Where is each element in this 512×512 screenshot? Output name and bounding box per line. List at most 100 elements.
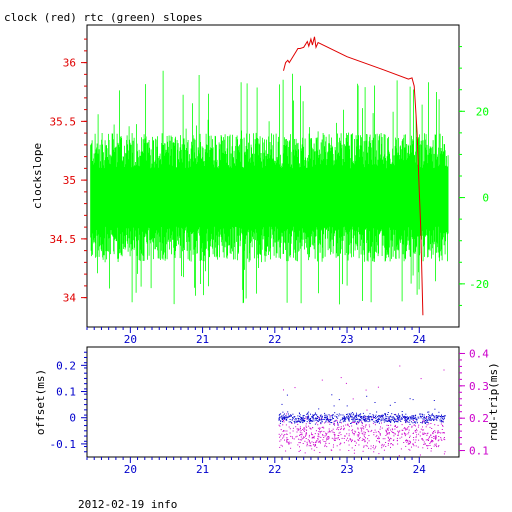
rnd-trip-point [434,443,436,445]
y2-tick-label: -20 [469,278,489,291]
offset-point [351,422,352,424]
rnd-trip-point [387,432,389,434]
rnd-trip-point [390,429,392,431]
rnd-trip-point [352,431,353,433]
offset-point [342,414,344,416]
offset-point [442,419,444,421]
rnd-trip-point [340,422,342,424]
rnd-trip-point [304,440,306,442]
rnd-trip-point [377,437,378,439]
offset-point [295,418,297,420]
offset-point [281,419,283,420]
rnd-trip-point [396,437,398,439]
rnd-trip-point [435,439,437,441]
rnd-trip-point [357,436,359,438]
offset-point [376,411,378,413]
rnd-trip-point [361,440,363,441]
offset-point [329,420,331,421]
rnd-trip-point [288,443,289,445]
rnd-trip-point [317,424,319,426]
offset-point [292,418,294,419]
offset-point [280,417,282,419]
offset-point [426,421,428,423]
x-tick-label: 20 [124,463,137,476]
offset-point [361,422,363,424]
offset-point [409,416,411,418]
rnd-trip-point [283,430,285,431]
offset-point [433,418,435,420]
x-tick-label: 21 [196,463,209,476]
rnd-trip-point [298,451,300,452]
offset-point [310,420,312,422]
rnd-trip-point [282,424,284,426]
rnd-trip-point [426,434,428,436]
rnd-trip-point [289,432,291,434]
rnd-trip-point [409,436,410,438]
offset-point [368,415,370,417]
offset-point [392,418,393,420]
offset-point [381,419,383,421]
offset-point [331,415,333,417]
rnd-trip-point [340,377,342,379]
rnd-trip-point [356,434,358,436]
offset-point [298,418,300,419]
rnd-trip-point [321,418,323,420]
offset-point [412,415,414,417]
rnd-trip-point [388,437,389,439]
offset-point [439,419,441,421]
offset-point [364,421,366,423]
rnd-trip-point [418,424,420,426]
offset-point [359,419,360,421]
offset-point [320,419,322,421]
rnd-trip-point [330,431,332,433]
rnd-trip-point [330,449,332,451]
offset-point [368,418,370,419]
rnd-trip-point [313,444,315,446]
rnd-trip-point [324,422,326,424]
offset-point [405,416,407,418]
offset-point [385,417,387,419]
rnd-trip-point [344,435,346,437]
offset-point [366,420,368,422]
rnd-trip-point [363,445,365,447]
rnd-trip-point [348,435,350,437]
offset-point [320,414,322,416]
offset-point [322,418,324,420]
rnd-trip-point [327,436,329,437]
rnd-trip-point [366,445,368,447]
rnd-trip-point [432,433,434,435]
rnd-trip-point [433,431,434,432]
offset-point [355,419,357,420]
rnd-trip-point [430,441,432,442]
offset-point [405,418,407,420]
rnd-trip-point [430,423,432,424]
offset-point [347,417,348,419]
offset-point [383,421,385,423]
rnd-trip-point [425,443,426,445]
offset-point [436,419,438,421]
rnd-trip-point [317,427,319,429]
rnd-trip-point [292,427,294,429]
x-tick-label: 23 [340,463,353,476]
offset-point [384,419,386,420]
rnd-trip-point [401,429,403,431]
offset-point [413,421,415,423]
rnd-trip-point [318,416,320,418]
rnd-trip-point [280,435,282,437]
offset-point [302,415,304,417]
offset-point [396,415,397,417]
rnd-trip-point [435,437,436,439]
offset-point [324,414,326,416]
offset-point [341,419,343,421]
rnd-trip-point [364,433,366,435]
rnd-trip-point [427,447,429,449]
offset-point [381,418,383,420]
offset-point [426,416,428,417]
offset-point [348,420,350,422]
rnd-trip-point [376,440,378,442]
rnd-trip-point [367,430,369,432]
offset-point [352,418,354,420]
offset-point [312,416,314,418]
offset-point [400,421,402,422]
offset-point [442,415,444,417]
